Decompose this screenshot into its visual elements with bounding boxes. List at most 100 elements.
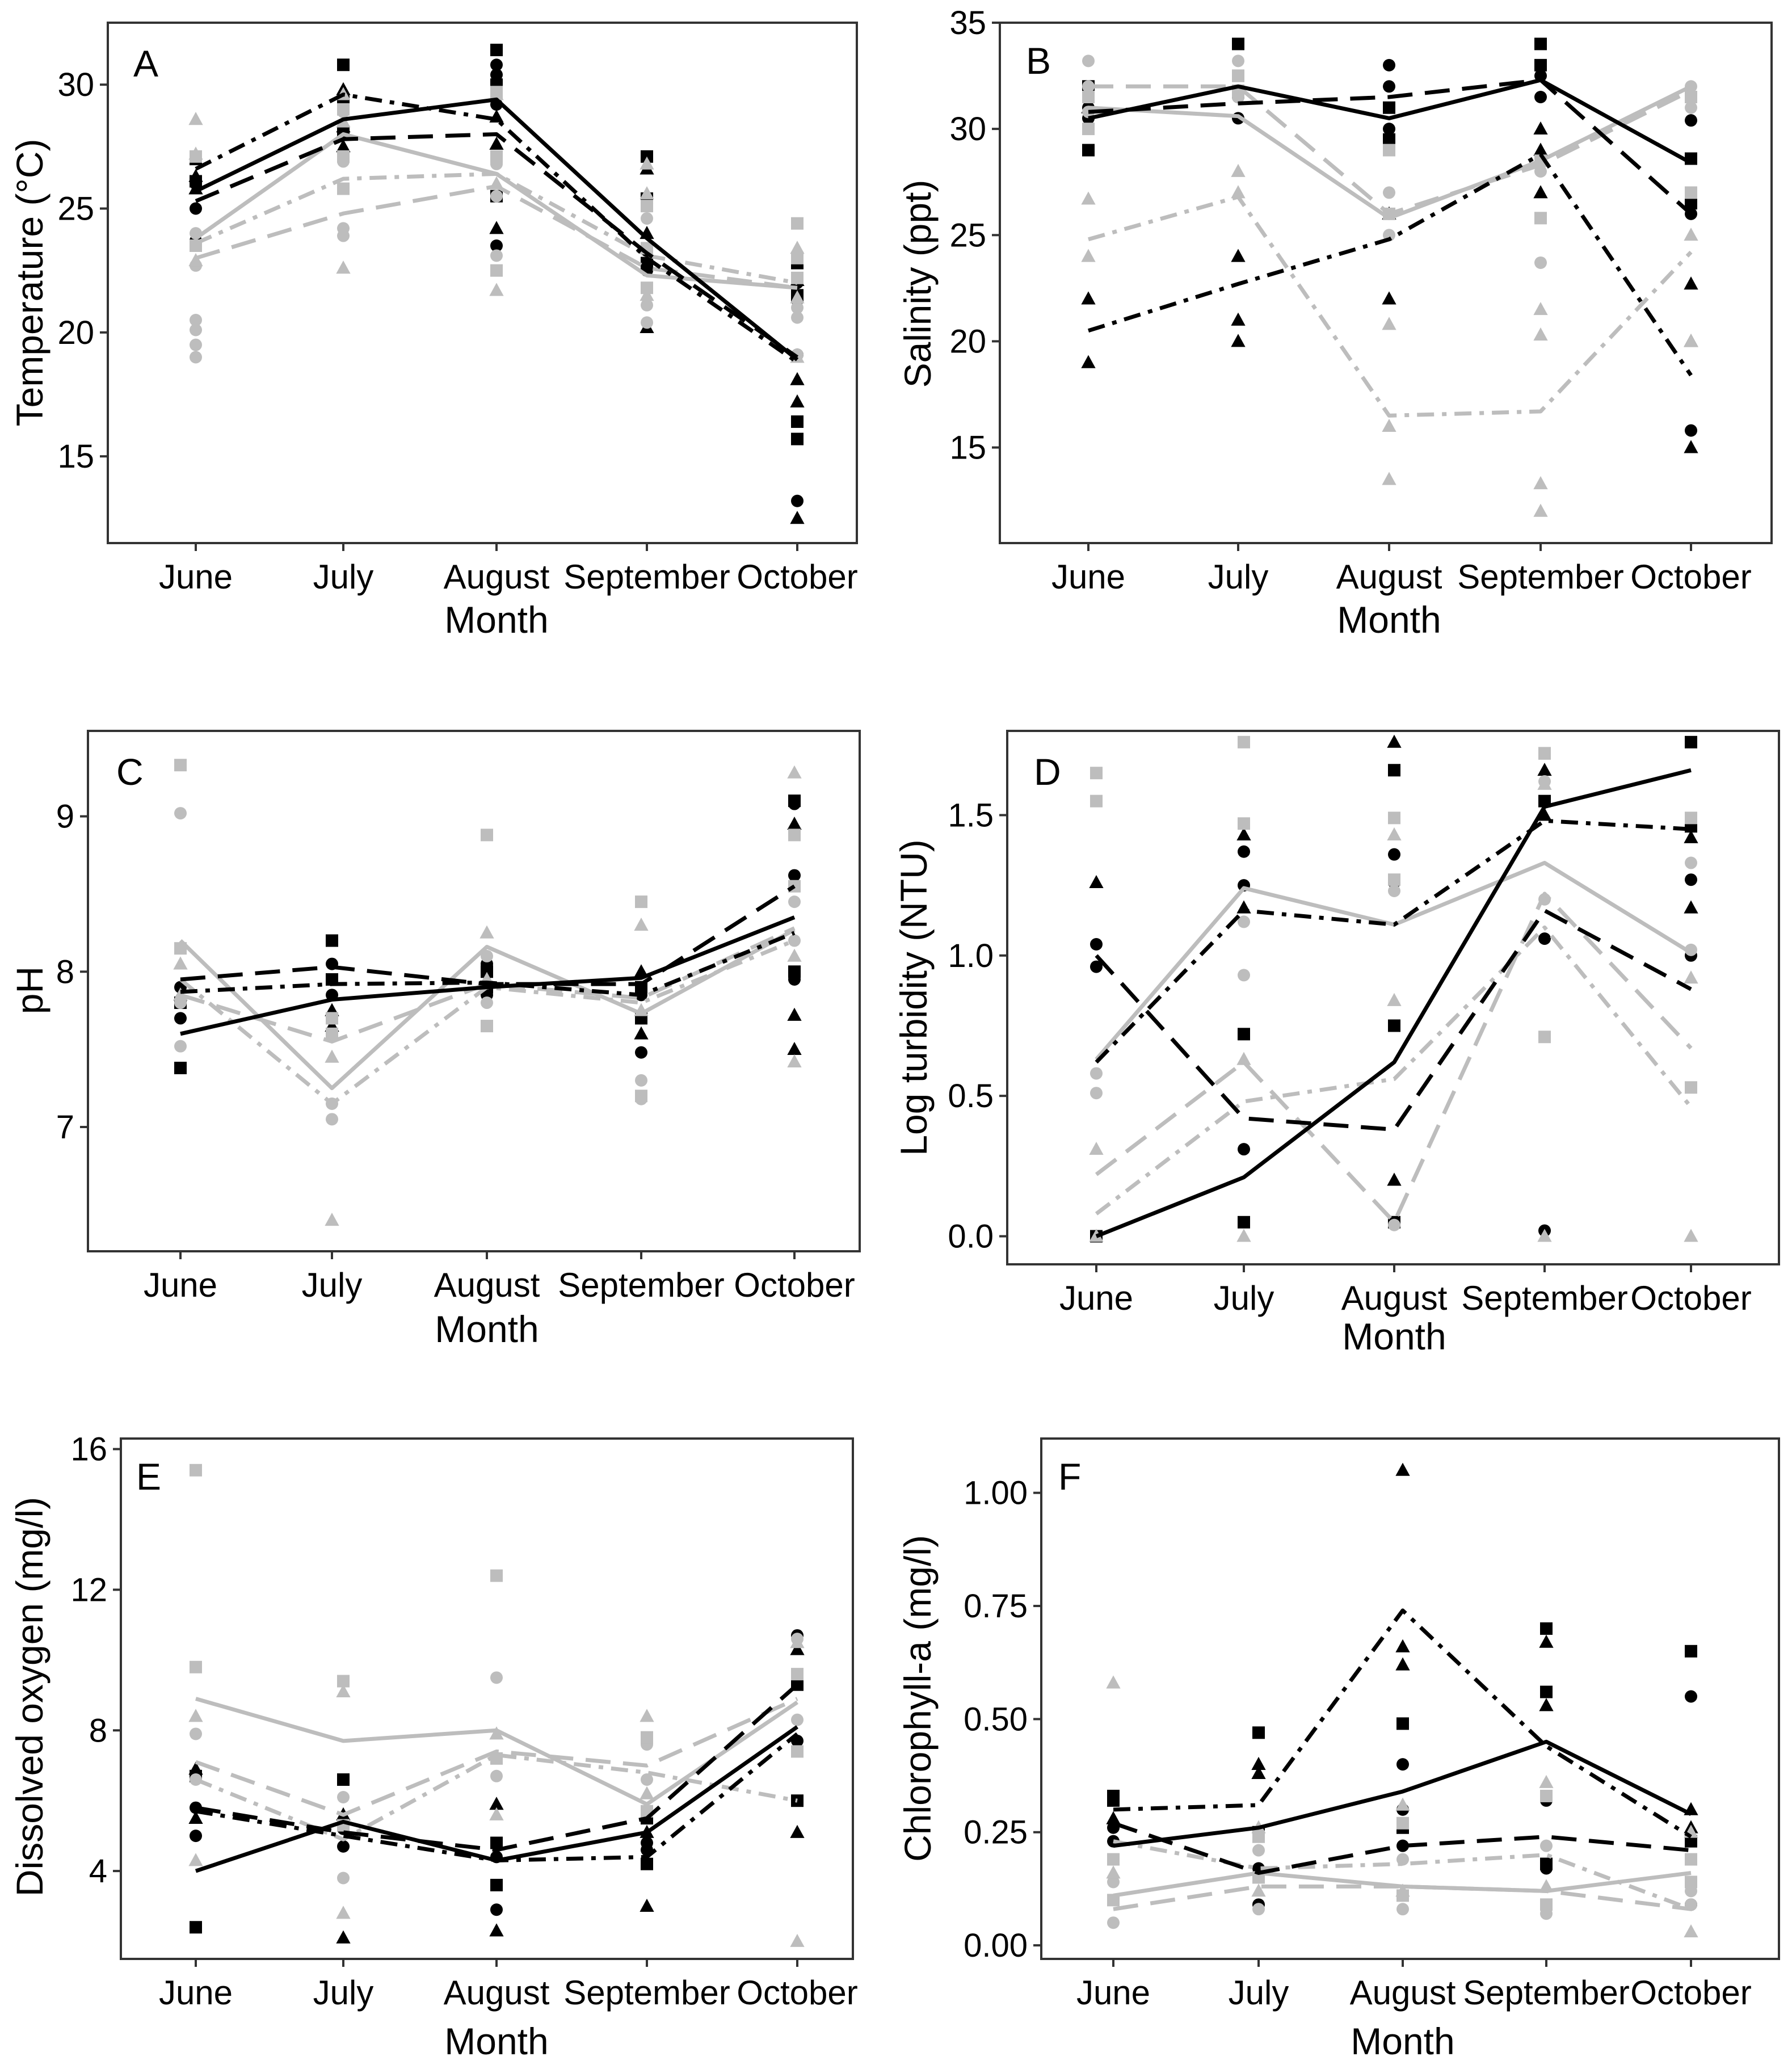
data-point-gray-triangle [787,765,802,779]
data-point-gray-circle [1534,165,1547,178]
data-point-black-triangle [790,511,805,524]
data-point-black-square [1685,735,1697,748]
data-point-gray-triangle [1684,1924,1698,1938]
data-point-black-triangle [1231,334,1246,347]
data-point-black-circle [1538,932,1551,945]
data-point-gray-circle [1238,969,1250,982]
data-point-black-circle [1238,1143,1250,1156]
panel-f-yticks: 0.00 0.25 0.50 0.75 1.00 [964,1475,1041,1964]
panel-a: A 15 20 25 30 June July August September Octobe… [9,22,858,641]
data-point-gray-triangle [1395,1883,1410,1897]
series-line-black-solid [195,97,799,361]
data-point-black-circle [1685,114,1697,127]
x-tick-label: June [1076,1974,1150,2012]
data-point-black-circle [1685,424,1697,437]
data-point-gray-triangle [188,112,203,125]
data-point-black-circle [1238,845,1250,858]
data-point-gray-circle [481,996,493,1010]
data-point-black-circle [791,494,804,507]
data-point-black-square [791,432,804,445]
data-point-gray-triangle [1106,1865,1121,1879]
data-point-black-triangle [1537,808,1552,821]
panel-c-ylabel: pH [9,966,51,1014]
data-point-gray-square [635,895,647,909]
panel-b-xticks: June July August September October [1051,543,1752,596]
x-tick-label: July [1214,1279,1274,1317]
data-point-gray-triangle [479,925,494,939]
data-point-gray-square [1685,186,1697,199]
data-point-black-triangle [1089,874,1104,889]
data-point-black-triangle [1251,1765,1266,1779]
data-point-gray-triangle [790,1635,805,1649]
data-point-black-circle [490,58,503,72]
data-point-gray-square [1396,1816,1409,1830]
series-line-gray-solid [179,928,796,1091]
data-point-gray-square [326,1027,338,1040]
data-point-black-square [1238,1216,1250,1229]
x-tick-label: July [302,1266,363,1304]
panel-d-lines [1095,768,1693,1238]
data-point-black-triangle [790,1824,805,1838]
data-point-black-circle [635,1046,647,1059]
data-point-gray-circle [1107,1875,1120,1889]
series-line-black-longdash [195,132,798,359]
data-point-black-triangle [489,1923,504,1937]
data-point-gray-triangle [1537,776,1552,790]
data-point-black-square [1685,197,1697,210]
y-tick-label: 25 [57,191,94,228]
data-point-black-triangle [790,372,805,385]
y-tick-label: 16 [70,1431,107,1468]
data-point-gray-triangle [1395,1797,1410,1811]
panel-d-xticks: June July August September October [1059,1264,1752,1317]
data-point-gray-square [490,150,503,163]
series-line-black-solid [1095,768,1692,1238]
series-line-gray-longdash [195,184,798,290]
data-point-black-triangle [1236,827,1251,840]
data-point-black-triangle [188,1810,203,1824]
data-point-gray-square [337,103,350,116]
data-point-gray-square [1238,735,1250,748]
data-point-black-triangle [1684,440,1698,453]
data-point-gray-square [1685,1853,1697,1866]
data-point-gray-circle [337,222,350,235]
data-point-gray-square [1082,91,1095,103]
panel-f: F 0.00 0.25 0.50 0.75 1.00 June July August Sep… [897,1437,1780,2062]
series-line-gray-longdash [1095,891,1693,1225]
x-tick-label: June [1059,1279,1133,1317]
data-point-gray-square [1685,1875,1697,1889]
data-point-black-square [1534,37,1547,51]
data-point-black-triangle [1684,900,1698,914]
data-point-black-square [1383,133,1395,146]
data-point-black-triangle [1251,1756,1266,1771]
data-point-gray-circle [1534,256,1547,269]
panel-d: D 0.0 0.5 1.0 1.5 June July August September Oc… [893,730,1780,1357]
y-tick-label: 0.75 [964,1588,1028,1625]
data-point-gray-circle [1396,1903,1409,1916]
series-line-black-dotdash [180,931,796,997]
data-point-gray-triangle [1231,163,1246,177]
data-point-gray-square [190,1464,202,1477]
data-point-gray-circle [1388,1218,1400,1231]
data-point-black-square [788,965,801,978]
data-point-gray-circle [1232,54,1244,68]
data-point-gray-circle [1082,54,1095,68]
data-point-gray-square [791,251,804,264]
x-tick-label: October [1630,1279,1751,1317]
data-point-gray-circle [1090,1087,1103,1100]
data-point-gray-triangle [1081,249,1096,262]
y-tick-label: 25 [949,217,986,254]
series-line-black-dotdash [1095,818,1692,1064]
data-point-gray-square [1383,144,1395,157]
data-point-gray-triangle [790,290,805,304]
data-point-black-square [1396,1717,1409,1730]
data-point-gray-square [1082,123,1095,136]
y-tick-label: 1.5 [948,797,994,834]
data-point-gray-square [1107,1853,1120,1866]
data-point-gray-triangle [1533,476,1548,490]
data-point-gray-circle [190,323,202,337]
data-point-gray-circle [1388,885,1400,897]
panel-c-xlabel: Month [435,1308,539,1350]
data-point-gray-triangle [790,241,805,254]
data-point-gray-triangle [787,948,802,962]
data-point-gray-triangle [489,87,504,100]
